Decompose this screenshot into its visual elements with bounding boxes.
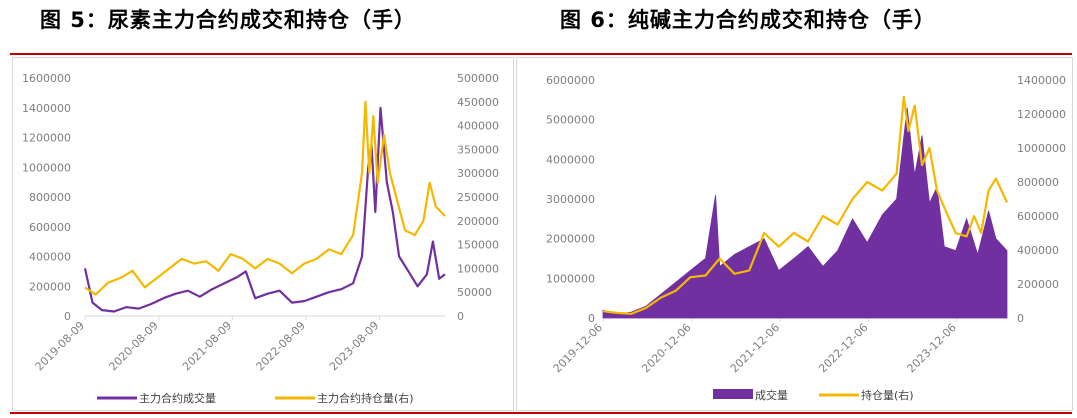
y-right-tick-label: 250000 — [457, 191, 499, 204]
y-right-tick-label: 1000000 — [1017, 142, 1066, 155]
y-right-tick-label: 50000 — [457, 286, 492, 299]
y-right-tick-label: 400000 — [457, 120, 499, 133]
y-right-tick-label: 1400000 — [1017, 74, 1066, 87]
y-left-tick-label: 6000000 — [546, 74, 595, 87]
x-tick-label: 2020-12-06 — [639, 321, 693, 375]
y-left-tick-label: 1400000 — [22, 102, 71, 115]
x-tick-label: 2023-12-06 — [905, 321, 959, 375]
urea-series-0-line — [83, 106, 446, 313]
top-divider — [10, 53, 1072, 55]
urea-chart-panel: 0 200000 400000 600000 800000 1000000 1200000 1… — [12, 57, 514, 411]
y-left-tick-label: 1200000 — [22, 132, 71, 145]
y-left-tick-label: 0 — [64, 310, 71, 323]
y-right-tick-label: 400000 — [1017, 244, 1059, 257]
bottom-divider — [10, 412, 1072, 414]
y-left-tick-label: 200000 — [29, 280, 71, 293]
soda-ash-chart-panel: 0 1000000 2000000 3000000 4000000 5000000 6000… — [516, 57, 1073, 411]
y-right-tick-label: 450000 — [457, 96, 499, 109]
urea-series-1-line — [84, 100, 446, 296]
soda-series-0-area — [602, 107, 1008, 319]
y-right-tick-label: 200000 — [457, 215, 499, 228]
x-tick-label: 2020-08-09 — [106, 319, 160, 373]
legend-label: 成交量 — [755, 388, 788, 402]
y-right-tick-label: 800000 — [1017, 176, 1059, 189]
y-right-tick-label: 0 — [457, 310, 464, 323]
x-tick-label: 2019-08-09 — [33, 319, 87, 373]
y-left-tick-label: 1600000 — [22, 72, 71, 85]
x-tick-label: 2022-12-06 — [816, 321, 870, 375]
y-right-tick-label: 0 — [1017, 312, 1024, 325]
legend-swatch — [713, 389, 753, 399]
figure-6-title: 图 6：纯碱主力合约成交和持仓（手） — [560, 8, 936, 32]
y-left-tick-label: 1000000 — [546, 272, 595, 285]
y-right-tick-label: 200000 — [1017, 278, 1059, 291]
y-left-tick-label: 800000 — [29, 191, 71, 204]
y-left-tick-label: 1000000 — [22, 161, 71, 174]
y-left-tick-label: 3000000 — [546, 193, 595, 206]
y-right-tick-label: 150000 — [457, 239, 499, 252]
y-left-tick-label: 5000000 — [546, 114, 595, 127]
y-left-tick-label: 4000000 — [546, 153, 595, 166]
y-right-tick-label: 100000 — [457, 262, 499, 275]
x-tick-label: 2021-12-06 — [728, 321, 782, 375]
urea-chart: 0200000400000600000800000100000012000001… — [22, 72, 499, 405]
y-right-tick-label: 300000 — [457, 167, 499, 180]
x-tick-label: 2021-08-09 — [180, 319, 234, 373]
figure-5-title: 图 5：尿素主力合约成交和持仓（手） — [40, 8, 416, 32]
y-left-tick-label: 400000 — [29, 251, 71, 264]
y-right-tick-label: 350000 — [457, 143, 499, 156]
x-tick-label: 2023-08-09 — [327, 319, 381, 373]
y-right-tick-label: 600000 — [1017, 210, 1059, 223]
legend-label: 主力合约持仓量(右) — [317, 391, 414, 405]
x-tick-label: 2022-08-09 — [254, 319, 308, 373]
y-left-tick-label: 0 — [588, 312, 595, 325]
y-left-tick-label: 2000000 — [546, 233, 595, 246]
soda-series-1-line — [602, 95, 1008, 315]
soda-ash-chart: 0100000020000003000000400000050000006000… — [546, 74, 1066, 402]
x-tick-label: 2019-12-06 — [551, 321, 605, 375]
legend-label: 持仓量(右) — [861, 388, 914, 402]
y-right-tick-label: 500000 — [457, 72, 499, 85]
y-right-tick-label: 1200000 — [1017, 108, 1066, 121]
y-left-tick-label: 600000 — [29, 221, 71, 234]
legend-label: 主力合约成交量 — [139, 391, 216, 405]
